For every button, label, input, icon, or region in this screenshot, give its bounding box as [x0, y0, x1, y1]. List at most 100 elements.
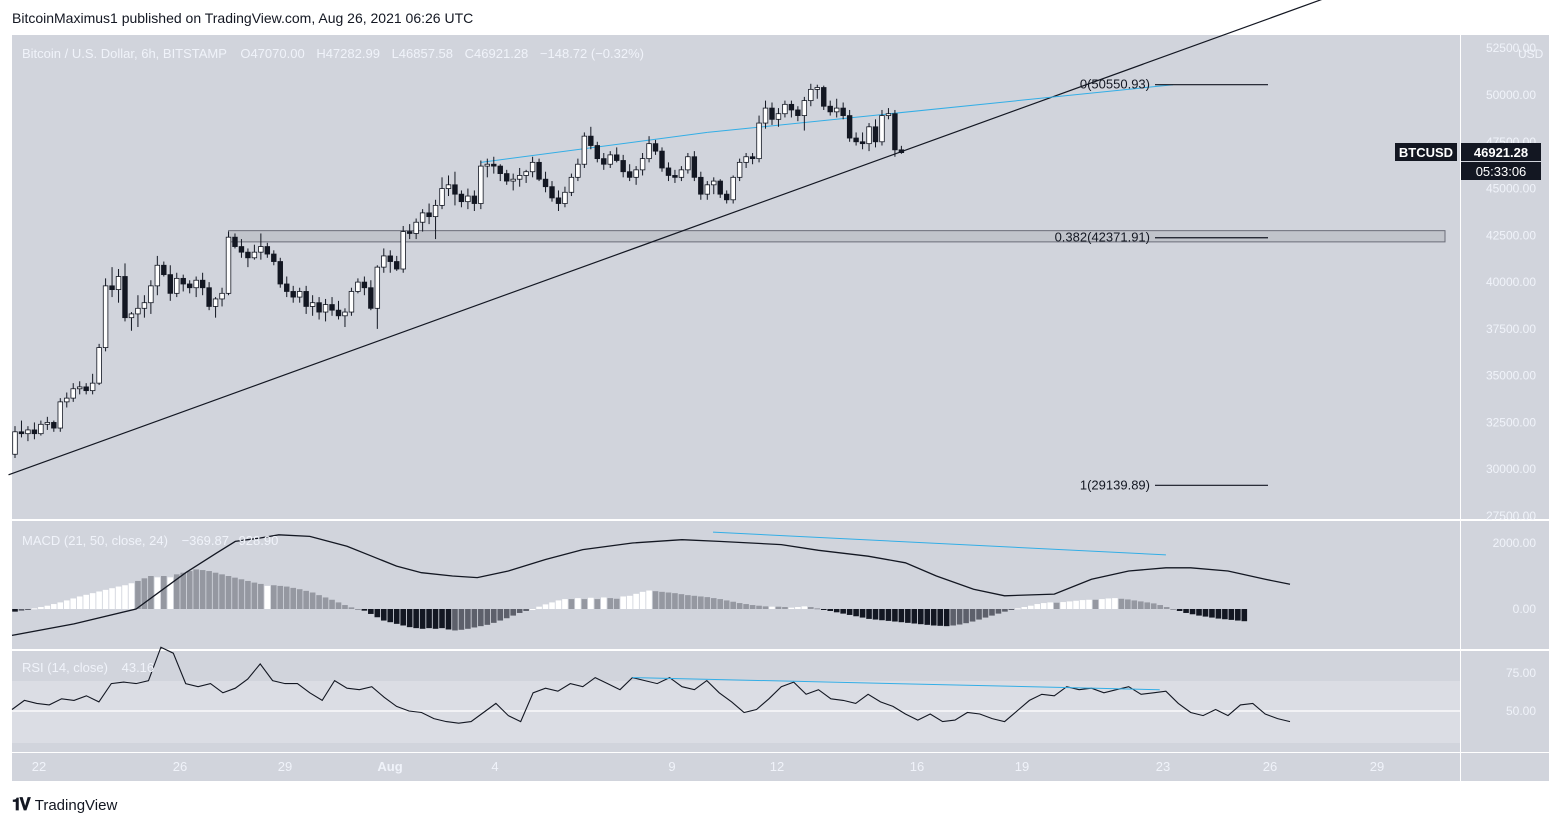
macd-histogram-bar	[989, 609, 995, 616]
macd-histogram-bar	[1125, 599, 1131, 609]
candle-body	[672, 175, 678, 178]
macd-histogram-bar	[1021, 607, 1028, 609]
candle-body	[478, 165, 484, 204]
candle-body	[102, 285, 109, 348]
candle-body	[309, 302, 316, 307]
candle-body	[452, 184, 458, 195]
candle-body	[814, 87, 820, 90]
candle-body	[413, 221, 419, 234]
publisher-header: BitcoinMaximus1 published on TradingView…	[12, 10, 474, 26]
low-label: L	[392, 46, 399, 61]
macd-histogram-bar	[25, 609, 31, 610]
candle-body	[167, 274, 173, 294]
macd-histogram-bar	[258, 583, 264, 609]
macd-histogram-bar	[833, 609, 840, 613]
macd-pane	[11, 531, 1291, 637]
macd-histogram-bar	[730, 601, 736, 609]
macd-histogram-bar	[1112, 598, 1118, 609]
candle-body	[471, 195, 478, 204]
candle-body	[89, 382, 96, 392]
macd-histogram-bar	[225, 576, 232, 609]
macd-histogram-bar	[109, 588, 115, 609]
candle-body	[639, 158, 646, 171]
macd-histogram-bar	[1170, 609, 1176, 610]
macd-histogram-bar	[12, 609, 18, 612]
macd-histogram-bar	[1092, 599, 1099, 609]
candle-body	[381, 255, 387, 268]
candle-body	[588, 135, 594, 146]
candle-body	[18, 431, 25, 435]
time-tick-label: 16	[910, 759, 924, 774]
macd-histogram-bar	[646, 590, 652, 609]
macd-histogram-bar	[102, 589, 109, 609]
symbol-title: Bitcoin / U.S. Dollar, 6h, BITSTAMP	[22, 46, 227, 61]
macd-histogram-bar	[717, 599, 724, 609]
macd-histogram-bar	[1202, 609, 1209, 617]
time-tick-label: 29	[1370, 759, 1384, 774]
macd-histogram-bar	[536, 606, 542, 609]
cyan-resistance-line	[480, 131, 708, 163]
candle-body	[762, 107, 769, 124]
macd-histogram-bar	[581, 599, 588, 609]
candle-body	[833, 107, 840, 113]
macd-histogram-bar	[1086, 599, 1092, 609]
macd-histogram-bar	[652, 591, 659, 609]
candle-body	[516, 175, 523, 180]
time-tick-label: 26	[173, 759, 187, 774]
macd-histogram-bar	[866, 609, 872, 619]
signal-value: 928.90	[239, 533, 279, 548]
macd-histogram-bar	[1131, 600, 1138, 609]
macd-histogram-bar	[432, 609, 439, 629]
macd-histogram-bar	[335, 602, 342, 609]
macd-histogram-bar	[309, 592, 316, 609]
macd-histogram-bar	[471, 609, 478, 628]
close-value: 46921.28	[474, 46, 528, 61]
candle-body	[148, 285, 154, 304]
candle-body	[782, 103, 788, 115]
macd-histogram-bar	[316, 595, 322, 609]
macd-histogram-bar	[1228, 609, 1235, 620]
candle-body	[245, 251, 251, 259]
macd-histogram-bar	[1099, 599, 1105, 609]
candle-body	[620, 160, 626, 173]
rsi-tick-label: 50.00	[1506, 704, 1536, 718]
macd-histogram-bar	[70, 598, 77, 609]
macd-histogram-bar	[393, 609, 400, 624]
footer: 𝟏𝐕 TradingView	[12, 795, 117, 815]
macd-histogram-bar	[626, 595, 633, 609]
rsi-value: 43.16	[122, 660, 155, 675]
macd-histogram-bar	[898, 609, 905, 623]
price-tick-label: 35000.00	[1486, 369, 1536, 383]
open-value: 47070.00	[250, 46, 304, 61]
candle-body	[303, 291, 309, 307]
price-tick-label: 27500.00	[1486, 509, 1536, 523]
candle-body	[348, 291, 355, 313]
candle-body	[406, 231, 413, 234]
macd-histogram-bar	[1157, 605, 1163, 609]
candle-body	[284, 283, 290, 292]
macd-histogram-bar	[452, 609, 458, 631]
candle-body	[186, 283, 193, 289]
rsi-line	[11, 646, 1291, 724]
macd-histogram-bar	[400, 609, 406, 626]
time-axis[interactable]	[12, 753, 1549, 781]
macd-histogram-bar	[245, 580, 251, 609]
rsi-divergence-line	[632, 677, 1160, 691]
rsi-pane	[11, 646, 1460, 724]
candle-body	[335, 309, 342, 317]
footer-brand: TradingView	[34, 796, 118, 814]
macd-histogram-bar	[115, 586, 122, 609]
tag-value: 46921.28	[1474, 145, 1528, 160]
candle-body	[290, 291, 296, 298]
macd-histogram-bar	[685, 595, 691, 609]
candle-body	[251, 251, 258, 259]
macd-histogram-bar	[749, 605, 756, 609]
candle-body	[581, 135, 588, 165]
macd-histogram-bar	[342, 605, 348, 609]
macd-histogram-bar	[51, 604, 57, 609]
macd-histogram-bar	[148, 576, 154, 609]
candle-body	[141, 302, 148, 309]
macd-histogram-bar	[478, 609, 484, 627]
main-pane-bg[interactable]	[12, 35, 1460, 519]
